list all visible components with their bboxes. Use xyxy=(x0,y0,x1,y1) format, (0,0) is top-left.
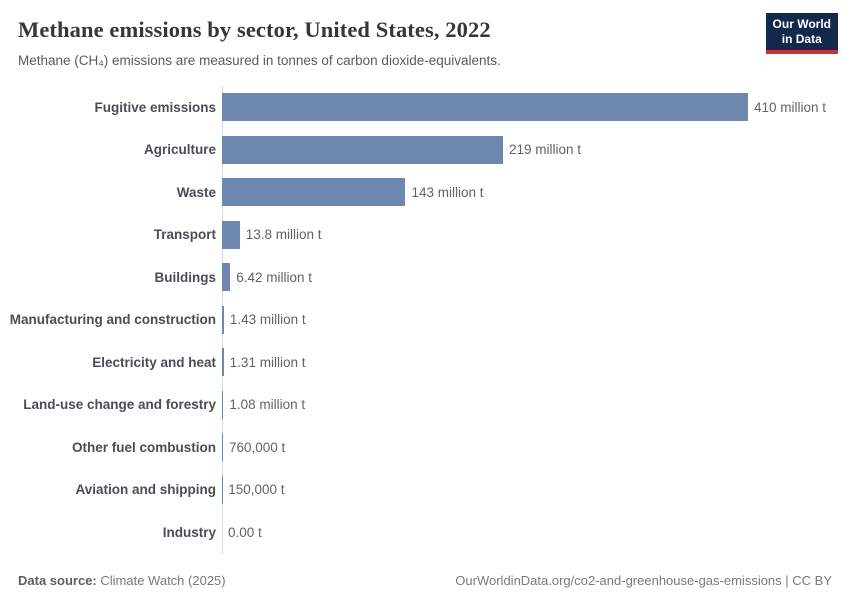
chart-row: Other fuel combustion 760,000 t xyxy=(0,426,850,469)
chart-row: Land-use change and forestry 1.08 millio… xyxy=(0,384,850,427)
bar-area: 219 million t xyxy=(222,129,850,172)
category-label: Transport xyxy=(153,227,216,243)
value-label: 13.8 million t xyxy=(245,227,322,243)
value-label: 6.42 million t xyxy=(236,269,313,285)
data-source-value: Climate Watch (2025) xyxy=(100,573,226,588)
chart-header: Methane emissions by sector, United Stat… xyxy=(18,16,750,70)
chart-subtitle: Methane (CH₄) emissions are measured in … xyxy=(18,53,501,68)
owid-logo-line2: in Data xyxy=(781,32,822,46)
value-label: 1.08 million t xyxy=(229,397,306,413)
bar[interactable] xyxy=(222,135,503,164)
category-label: Manufacturing and construction xyxy=(9,312,216,328)
footer-link[interactable]: OurWorldinData.org/co2-and-greenhouse-ga… xyxy=(455,573,832,588)
bar-chart: Fugitive emissions 410 million t Agricul… xyxy=(0,86,850,554)
category-label: Industry xyxy=(162,524,216,540)
chart-row: Buildings 6.42 million t xyxy=(0,256,850,299)
bar-area: 1.31 million t xyxy=(222,341,850,384)
chart-row: Aviation and shipping 150,000 t xyxy=(0,469,850,512)
bar-area: 760,000 t xyxy=(222,426,850,469)
chart-title: Methane emissions by sector, United Stat… xyxy=(18,17,491,42)
value-label: 0.00 t xyxy=(228,524,262,540)
chart-footer: Data source: Climate Watch (2025) OurWor… xyxy=(18,573,832,588)
value-label: 1.31 million t xyxy=(229,354,306,370)
bar[interactable] xyxy=(222,263,231,292)
bar[interactable] xyxy=(222,220,240,249)
chart-row: Industry 0.00 t xyxy=(0,511,850,554)
bar-area: 143 million t xyxy=(222,171,850,214)
category-label: Aviation and shipping xyxy=(75,482,217,498)
category-label: Buildings xyxy=(154,269,217,285)
value-label: 1.43 million t xyxy=(229,312,306,328)
bar-area: 150,000 t xyxy=(222,469,850,512)
chart-row: Agriculture 219 million t xyxy=(0,129,850,172)
chart-row: Transport 13.8 million t xyxy=(0,214,850,257)
bar-area: 13.8 million t xyxy=(222,214,850,257)
chart-row: Manufacturing and construction 1.43 mill… xyxy=(0,299,850,342)
value-label: 150,000 t xyxy=(228,482,285,498)
bar[interactable] xyxy=(222,433,223,462)
chart-row: Electricity and heat 1.31 million t xyxy=(0,341,850,384)
category-label: Electricity and heat xyxy=(92,354,216,370)
bar[interactable] xyxy=(222,390,224,419)
chart-rows: Fugitive emissions 410 million t Agricul… xyxy=(0,86,850,554)
category-label: Land-use change and forestry xyxy=(23,397,216,413)
bar-area: 6.42 million t xyxy=(222,256,850,299)
category-label: Other fuel combustion xyxy=(71,439,216,455)
category-label: Waste xyxy=(176,184,216,200)
value-label: 219 million t xyxy=(508,142,581,158)
category-label: Fugitive emissions xyxy=(94,99,216,115)
value-label: 760,000 t xyxy=(228,439,286,455)
bar-area: 1.43 million t xyxy=(222,299,850,342)
bar-area: 410 million t xyxy=(222,86,850,129)
category-label: Agriculture xyxy=(143,142,216,158)
bar-area: 0.00 t xyxy=(222,511,850,554)
value-label: 143 million t xyxy=(411,184,484,200)
bar[interactable] xyxy=(222,93,748,122)
value-label: 410 million t xyxy=(754,99,827,115)
bar[interactable] xyxy=(222,305,224,334)
bar-area: 1.08 million t xyxy=(222,384,850,427)
chart-row: Waste 143 million t xyxy=(0,171,850,214)
owid-logo-line1: Our World xyxy=(772,17,831,31)
bar[interactable] xyxy=(222,348,224,377)
bar[interactable] xyxy=(222,178,406,207)
owid-logo[interactable]: Our World in Data xyxy=(765,13,838,54)
chart-row: Fugitive emissions 410 million t xyxy=(0,86,850,129)
data-source: Data source: Climate Watch (2025) xyxy=(18,573,226,588)
data-source-label: Data source: xyxy=(18,573,97,588)
